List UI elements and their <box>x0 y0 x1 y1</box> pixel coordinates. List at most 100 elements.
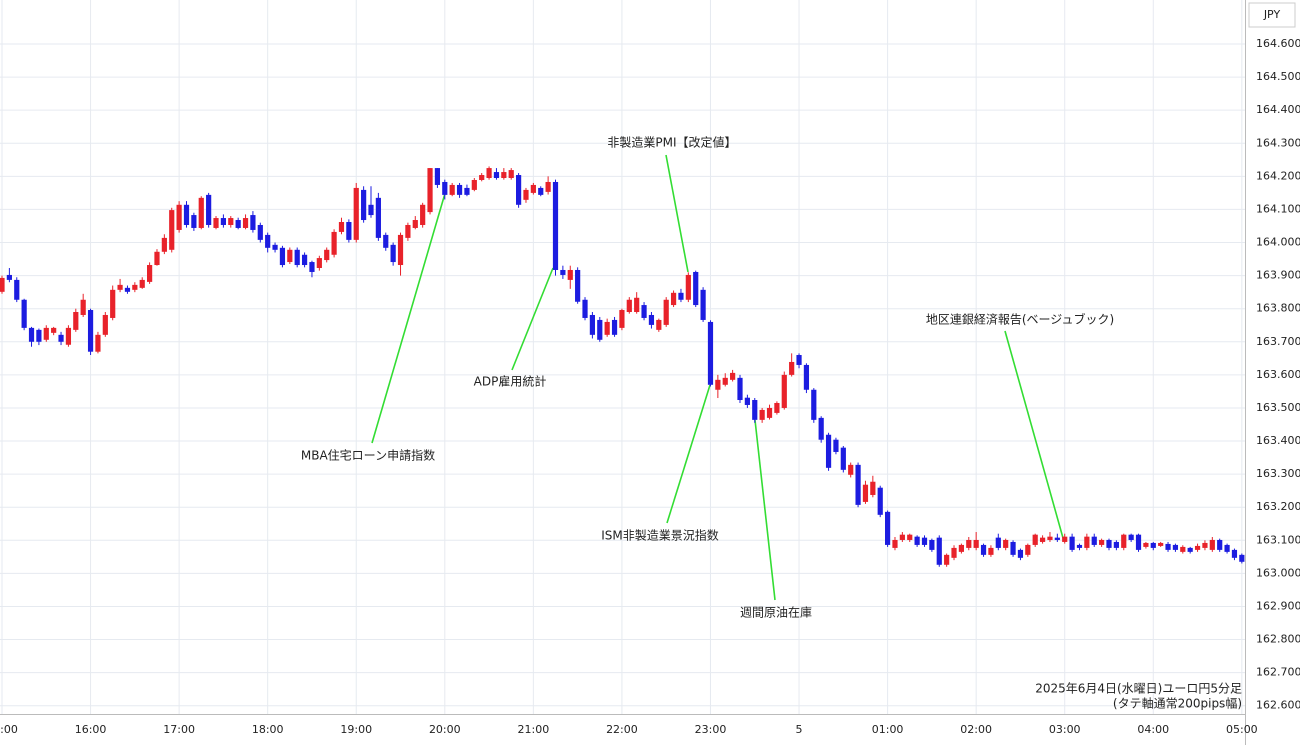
y-tick-label: 162.700 <box>1256 666 1300 679</box>
candle-body <box>560 269 566 275</box>
y-tick-label: 163.100 <box>1256 533 1300 546</box>
candle-body <box>309 262 315 272</box>
candle-body <box>870 481 876 495</box>
candle-body <box>552 181 559 270</box>
candle-body <box>0 277 5 292</box>
candle-body <box>604 321 610 335</box>
y-tick-label: 164.600 <box>1256 37 1300 50</box>
candle-body <box>936 537 942 565</box>
note: (タテ軸通常200pips幅) <box>1113 696 1242 711</box>
candle-body <box>80 299 86 315</box>
candle-body <box>1135 534 1142 550</box>
candle-body <box>626 299 632 313</box>
candle-body <box>265 234 271 248</box>
candle-body <box>102 314 108 335</box>
candle-body <box>611 319 618 335</box>
candle-body <box>1239 554 1245 562</box>
candle-body <box>73 312 79 330</box>
candle-body <box>501 172 507 179</box>
candle-body <box>803 364 810 390</box>
annotation-line <box>665 154 689 273</box>
candle-body <box>944 554 950 565</box>
x-tick-label: 05:00 <box>1226 723 1258 736</box>
candle-body <box>346 222 352 240</box>
x-tick-label: 02:00 <box>960 723 992 736</box>
candle-body <box>294 249 300 266</box>
candle-body <box>995 537 1001 548</box>
candle-body <box>921 537 928 545</box>
candle-body <box>95 334 101 352</box>
candle-body <box>744 397 750 405</box>
candle-body <box>855 464 861 505</box>
candle-body <box>464 187 470 195</box>
candle-body <box>43 327 49 340</box>
candle-body <box>523 189 529 200</box>
candle-body <box>183 204 190 225</box>
candle-body <box>730 372 736 380</box>
candle-body <box>257 224 263 240</box>
candle-body <box>545 181 551 192</box>
candle-body <box>715 379 721 390</box>
y-tick-label: 164.100 <box>1256 202 1300 215</box>
candle-body <box>1165 543 1171 550</box>
candle-body <box>250 215 256 230</box>
candle-body <box>213 218 219 228</box>
candle-body <box>811 389 817 420</box>
candle-body <box>486 168 492 179</box>
candle-body <box>412 220 418 228</box>
candle-body <box>1010 541 1016 555</box>
candle-body <box>1113 541 1119 548</box>
currency-box <box>1248 2 1296 28</box>
candle-body <box>405 224 411 238</box>
candle-body <box>929 539 935 550</box>
candle-body <box>597 319 603 340</box>
candle-body <box>1047 536 1053 540</box>
candle-body <box>390 244 396 263</box>
candle-body <box>877 487 883 515</box>
candle-body <box>420 204 426 225</box>
x-axis-panel <box>0 714 1245 745</box>
candle-body <box>530 184 536 193</box>
candle-body <box>575 269 581 302</box>
candle-body <box>737 377 743 401</box>
candle-body <box>434 168 441 185</box>
candle-body <box>1025 544 1031 555</box>
candle-body <box>206 194 212 225</box>
candle-body <box>479 175 485 180</box>
candle-body <box>51 327 57 333</box>
candle-body <box>1150 542 1156 548</box>
candle-body <box>471 179 477 190</box>
candle-body <box>848 464 854 475</box>
candle-body <box>818 417 824 440</box>
candle-body <box>6 274 12 280</box>
candle-body <box>147 265 153 282</box>
y-tick-label: 163.400 <box>1256 434 1300 447</box>
candle-body <box>1032 534 1038 545</box>
x-tick-label: 21:00 <box>518 723 550 736</box>
candle-body <box>825 434 832 468</box>
annotation: ADP雇用統計 <box>474 374 547 389</box>
candle-body <box>427 168 433 213</box>
candle-body <box>656 319 662 330</box>
y-tick-label: 164.300 <box>1256 136 1300 149</box>
candle-body <box>1121 534 1127 548</box>
y-tick-label: 164.500 <box>1256 70 1300 83</box>
candle-body <box>139 279 145 288</box>
candle-body <box>1106 539 1112 548</box>
candle-body <box>272 244 278 250</box>
candle-body <box>648 314 655 325</box>
candle-body <box>1158 542 1164 546</box>
candle-body <box>796 355 802 365</box>
x-tick-label: 5 <box>796 723 803 736</box>
candle-body <box>36 329 42 342</box>
candle-body <box>316 258 322 268</box>
candle-body <box>700 289 706 320</box>
candle-body <box>914 536 920 545</box>
candle-body <box>449 184 455 195</box>
candle-body <box>1039 537 1046 542</box>
candle-body <box>1099 539 1105 545</box>
y-tick-label: 163.500 <box>1256 401 1300 414</box>
candle-body <box>169 210 175 250</box>
candle-body <box>368 204 374 216</box>
